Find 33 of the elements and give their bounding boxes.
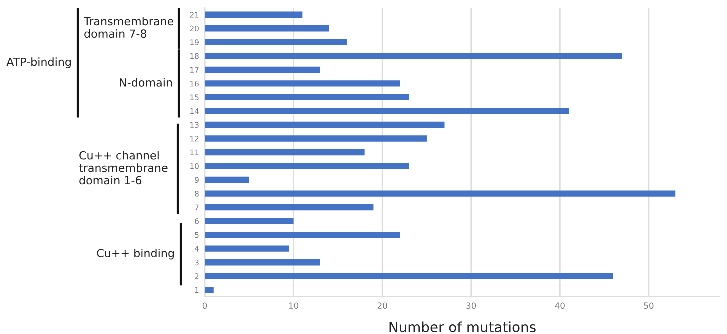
bar — [205, 204, 374, 211]
bar — [205, 287, 214, 294]
x-tick-label: 20 — [378, 302, 388, 310]
x-tick-label: 10 — [289, 302, 299, 310]
bar — [205, 176, 250, 184]
bar — [205, 273, 614, 280]
bar — [205, 122, 445, 128]
bar — [205, 136, 427, 142]
text: Transmembrane domain 7-8 — [84, 17, 174, 38]
x-tick-label: 30 — [466, 302, 476, 310]
bar — [205, 246, 290, 252]
bar — [205, 94, 410, 101]
x-axis-title: Number of mutations — [390, 322, 536, 332]
bar — [205, 218, 294, 224]
text: Cu++ channel transmembrane domain 1-6 — [79, 151, 168, 185]
bar — [205, 80, 400, 87]
x-tick-label: 50 — [644, 302, 654, 310]
bar — [205, 260, 320, 266]
bar — [205, 163, 410, 170]
bar — [205, 39, 348, 46]
bar — [205, 108, 570, 114]
bar — [205, 12, 303, 18]
x-tick-label: 40 — [555, 302, 565, 310]
bar — [205, 53, 622, 60]
text: Cu++ binding — [97, 248, 174, 260]
bar — [205, 149, 365, 156]
bar — [205, 26, 330, 32]
bar — [205, 190, 676, 197]
x-tick-label: 0 — [202, 302, 208, 310]
text: N-domain — [120, 78, 172, 87]
bar — [205, 66, 320, 74]
text: ATP-binding — [6, 58, 71, 68]
bar — [205, 232, 400, 238]
